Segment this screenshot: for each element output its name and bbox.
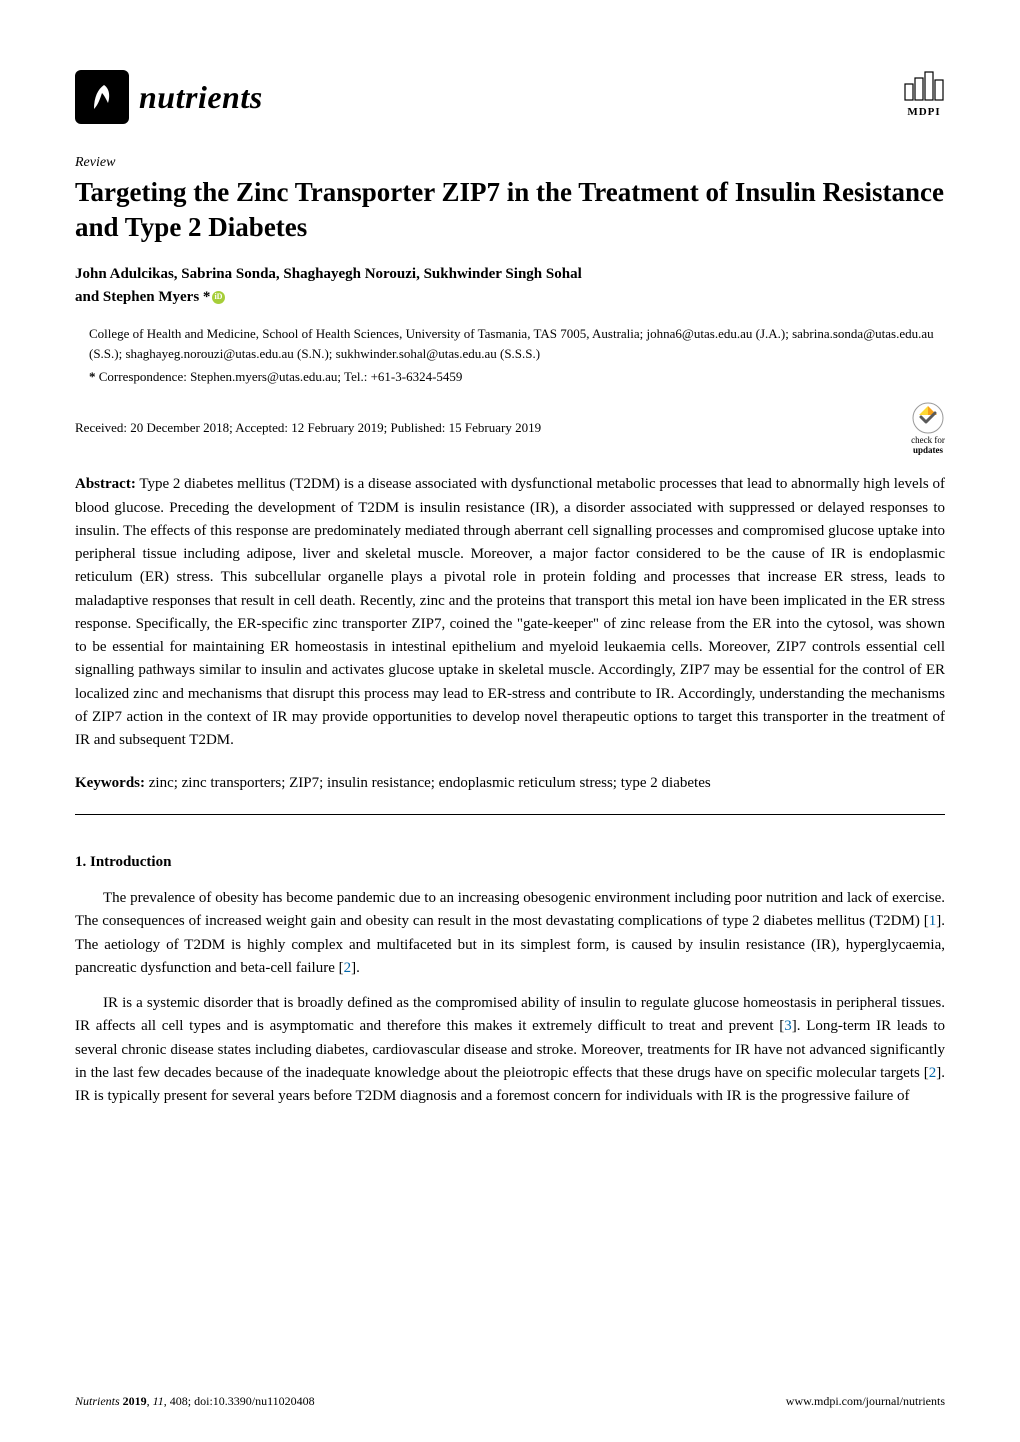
keywords-text: zinc; zinc transporters; ZIP7; insulin r… [145,775,711,791]
footer-journal: Nutrients [75,1394,120,1408]
publication-dates: Received: 20 December 2018; Accepted: 12… [75,418,541,438]
article-type: Review [75,152,945,173]
article-title: Targeting the Zinc Transporter ZIP7 in t… [75,175,945,245]
footer-left: Nutrients 2019, 11, 408; doi:10.3390/nu1… [75,1392,315,1410]
header-row: nutrients MDPI [75,70,945,124]
abstract-label: Abstract: [75,476,136,492]
keywords-label: Keywords: [75,775,145,791]
affiliation-text: College of Health and Medicine, School o… [89,324,945,363]
correspondence-star: * [89,369,96,384]
check-for-updates-badge[interactable]: check for updates [911,401,945,456]
journal-logo: nutrients [75,70,263,124]
section-heading-introduction: 1. Introduction [75,851,945,874]
mdpi-logo-icon [903,70,945,102]
footer-issue: 11 [153,1394,164,1408]
body-paragraph-2: IR is a systemic disorder that is broadl… [75,992,945,1108]
reference-link-2[interactable]: 2 [344,960,352,976]
para1-text-c: ]. [351,960,360,976]
body-paragraph-1: The prevalence of obesity has become pan… [75,887,945,980]
crossmark-icon [911,401,945,435]
authors-line-2: and Stephen Myers * [75,289,210,305]
authors-line-1: John Adulcikas, Sabrina Sonda, Shaghayeg… [75,266,582,282]
correspondence: * Correspondence: Stephen.myers@utas.edu… [89,367,945,387]
keywords-block: Keywords: zinc; zinc transporters; ZIP7;… [75,772,945,814]
abstract-text: Type 2 diabetes mellitus (T2DM) is a dis… [75,476,945,748]
check-updates-line2: updates [913,446,943,456]
journal-name: nutrients [139,73,263,121]
abstract: Abstract: Type 2 diabetes mellitus (T2DM… [75,473,945,752]
reference-link-3[interactable]: 3 [784,1018,792,1034]
para1-text-a: The prevalence of obesity has become pan… [75,890,945,929]
footer-right[interactable]: www.mdpi.com/journal/nutrients [786,1392,945,1410]
orcid-icon [212,291,225,304]
correspondence-text: Correspondence: Stephen.myers@utas.edu.a… [99,369,463,384]
authors: John Adulcikas, Sabrina Sonda, Shaghayeg… [75,263,945,308]
dates-row: Received: 20 December 2018; Accepted: 12… [75,401,945,456]
affiliation-block: College of Health and Medicine, School o… [75,324,945,387]
mdpi-logo: MDPI [903,70,945,121]
nutrients-logo-icon [75,70,129,124]
mdpi-label: MDPI [907,104,940,121]
page-footer: Nutrients 2019, 11, 408; doi:10.3390/nu1… [75,1392,945,1410]
footer-rest: , 408; doi:10.3390/nu11020408 [164,1394,315,1408]
footer-year: 2019 [123,1394,147,1408]
